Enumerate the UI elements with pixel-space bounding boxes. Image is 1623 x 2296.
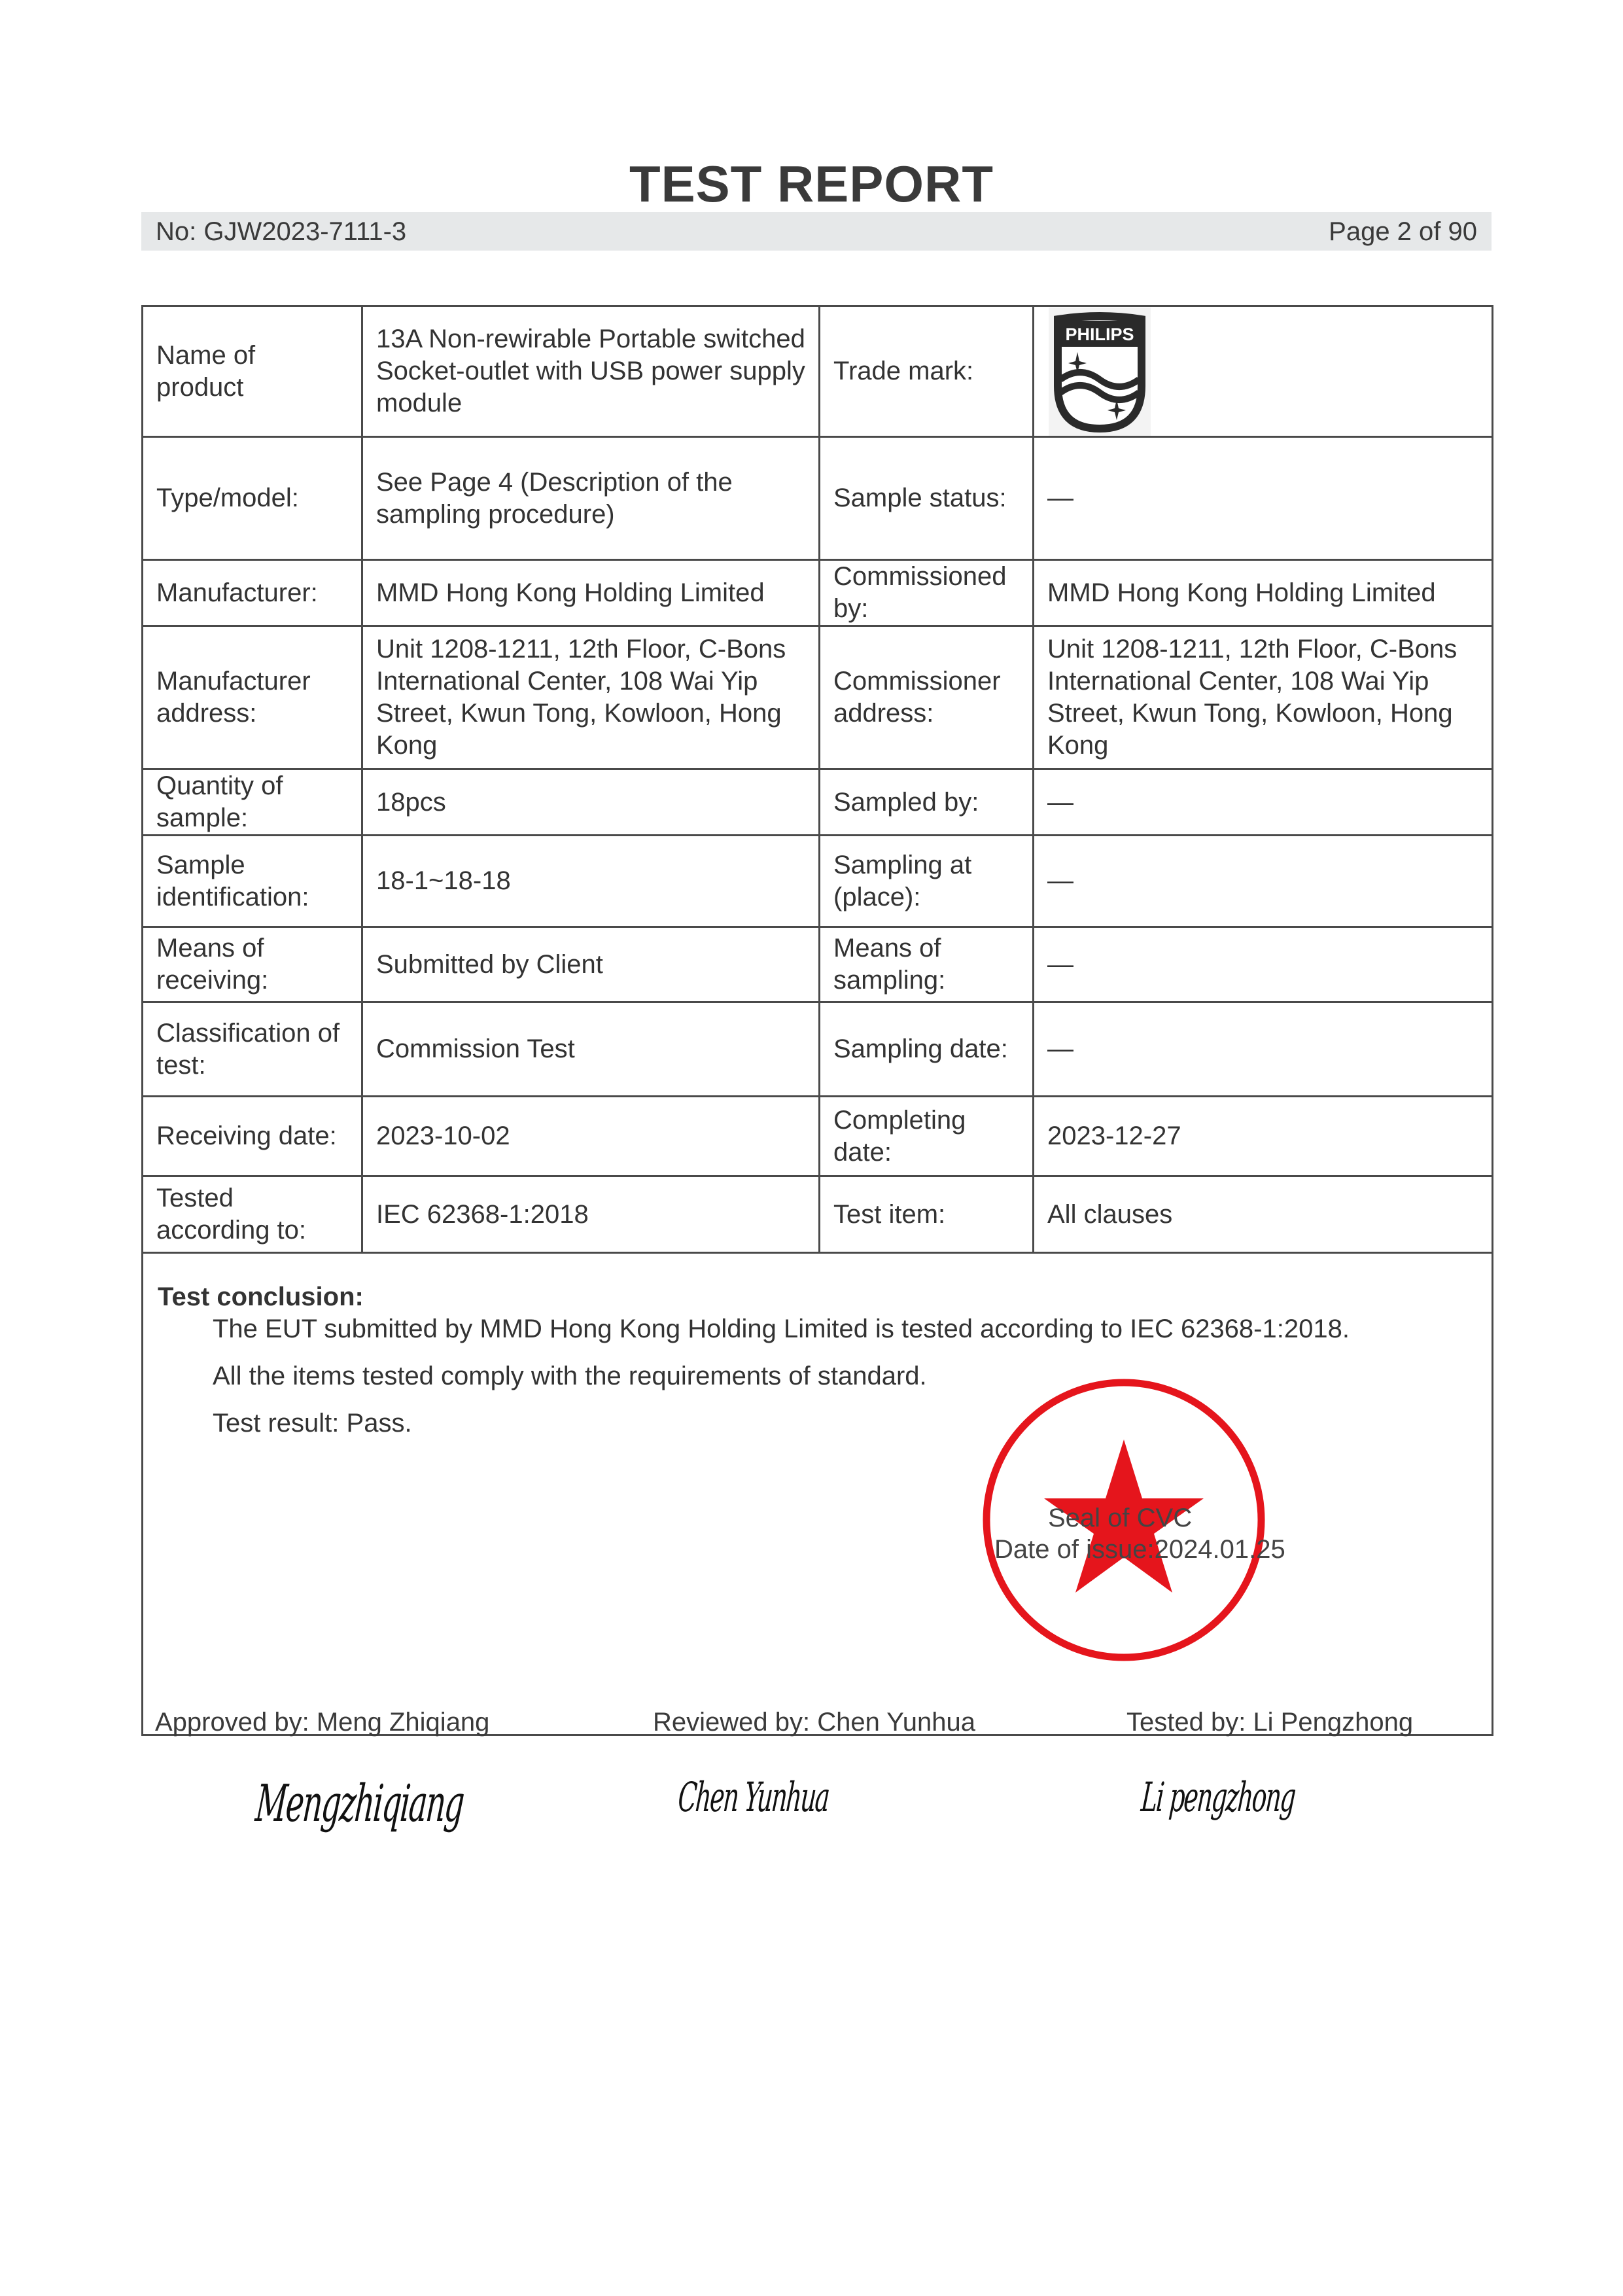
value-cell: MMD Hong Kong Holding Limited	[361, 559, 820, 627]
approver-signature: Mengzhiqiang	[253, 1775, 466, 1833]
official-seal	[983, 1379, 1265, 1661]
value-cell: 2023-10-02	[361, 1095, 820, 1177]
value-cell: IEC 62368-1:2018	[361, 1175, 820, 1254]
table-row: Receiving date: 2023-10-02 Completing da…	[141, 1095, 1493, 1177]
approved-by-label: Approved by: Meng Zhiqiang	[155, 1708, 490, 1737]
label-cell: Trade mark:	[818, 305, 1034, 438]
conclusion-heading: Test conclusion:	[158, 1282, 364, 1311]
table-row: Manufacturer: MMD Hong Kong Holding Limi…	[141, 559, 1493, 627]
svg-text:PHILIPS: PHILIPS	[1065, 325, 1134, 344]
table-row: Quantity of sample: 18pcs Sampled by: —	[141, 768, 1493, 836]
label-cell: Sampled by:	[818, 768, 1034, 836]
table-row: Name of product 13A Non-rewirable Portab…	[141, 305, 1493, 438]
report-header-bar: No: GJW2023-7111-3 Page 2 of 90	[141, 212, 1492, 251]
value-cell: 18pcs	[361, 768, 820, 836]
label-cell: Type/model:	[141, 436, 363, 561]
label-cell: Manufacturer address:	[141, 625, 363, 770]
tested-by-label: Tested by: Li Pengzhong	[1126, 1708, 1414, 1737]
label-cell: Commissioner address:	[818, 625, 1034, 770]
conclusion-line: Test result: Pass.	[213, 1409, 412, 1438]
page-number: Page 2 of 90	[1329, 217, 1477, 246]
seal-issue-date: Date of issue:2024.01.25	[994, 1535, 1285, 1564]
value-cell: —	[1032, 926, 1493, 1003]
conclusion-line: All the items tested comply with the req…	[213, 1362, 927, 1390]
value-cell: 2023-12-27	[1032, 1095, 1493, 1177]
table-row: Tested according to: IEC 62368-1:2018 Te…	[141, 1175, 1493, 1254]
value-cell: All clauses	[1032, 1175, 1493, 1254]
value-cell: —	[1032, 436, 1493, 561]
label-cell: Name of product	[141, 305, 363, 438]
label-cell: Classification of test:	[141, 1001, 363, 1097]
table-row: Classification of test: Commission Test …	[141, 1001, 1493, 1097]
label-cell: Means of sampling:	[818, 926, 1034, 1003]
philips-logo: PHILIPS	[1049, 307, 1151, 436]
value-cell: —	[1032, 768, 1493, 836]
value-cell: Unit 1208-1211, 12th Floor, C-Bons Inter…	[1032, 625, 1493, 770]
test-conclusion: Test conclusion: The EUT submitted by MM…	[141, 1252, 1493, 1736]
label-cell: Sampling date:	[818, 1001, 1034, 1097]
label-cell: Quantity of sample:	[141, 768, 363, 836]
reviewed-by-label: Reviewed by: Chen Yunhua	[653, 1708, 975, 1737]
trademark-cell: PHILIPS	[1032, 305, 1493, 438]
table-row: Manufacturer address: Unit 1208-1211, 12…	[141, 625, 1493, 770]
value-cell: Commission Test	[361, 1001, 820, 1097]
label-cell: Tested according to:	[141, 1175, 363, 1254]
value-cell: Submitted by Client	[361, 926, 820, 1003]
tester-signature: Li pengzhong	[1139, 1773, 1297, 1821]
value-cell: See Page 4 (Description of the sampling …	[361, 436, 820, 561]
label-cell: Sampling at (place):	[818, 834, 1034, 928]
conclusion-row: Test conclusion: The EUT submitted by MM…	[141, 1252, 1493, 1736]
reviewer-signature: Chen Yunhua	[676, 1773, 831, 1821]
label-cell: Sample identification:	[141, 834, 363, 928]
label-cell: Receiving date:	[141, 1095, 363, 1177]
page-title: TEST REPORT	[629, 155, 994, 213]
value-cell: Unit 1208-1211, 12th Floor, C-Bons Inter…	[361, 625, 820, 770]
value-cell: MMD Hong Kong Holding Limited	[1032, 559, 1493, 627]
label-cell: Sample status:	[818, 436, 1034, 561]
report-info-table: Name of product 13A Non-rewirable Portab…	[141, 305, 1493, 1736]
value-cell: 18-1~18-18	[361, 834, 820, 928]
table-row: Means of receiving: Submitted by Client …	[141, 926, 1493, 1003]
label-cell: Commissioned by:	[818, 559, 1034, 627]
table-row: Sample identification: 18-1~18-18 Sampli…	[141, 834, 1493, 928]
conclusion-line: The EUT submitted by MMD Hong Kong Holdi…	[213, 1315, 1350, 1343]
value-cell: —	[1032, 1001, 1493, 1097]
value-cell: 13A Non-rewirable Portable switched Sock…	[361, 305, 820, 438]
seal-label: Seal of CVC	[1048, 1504, 1193, 1532]
table-row: Type/model: See Page 4 (Description of t…	[141, 436, 1493, 561]
label-cell: Means of receiving:	[141, 926, 363, 1003]
value-cell: —	[1032, 834, 1493, 928]
report-number: No: GJW2023-7111-3	[156, 217, 407, 246]
label-cell: Test item:	[818, 1175, 1034, 1254]
label-cell: Completing date:	[818, 1095, 1034, 1177]
label-cell: Manufacturer:	[141, 559, 363, 627]
